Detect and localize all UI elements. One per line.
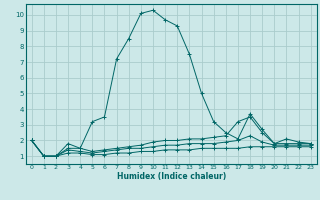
X-axis label: Humidex (Indice chaleur): Humidex (Indice chaleur)	[116, 172, 226, 181]
